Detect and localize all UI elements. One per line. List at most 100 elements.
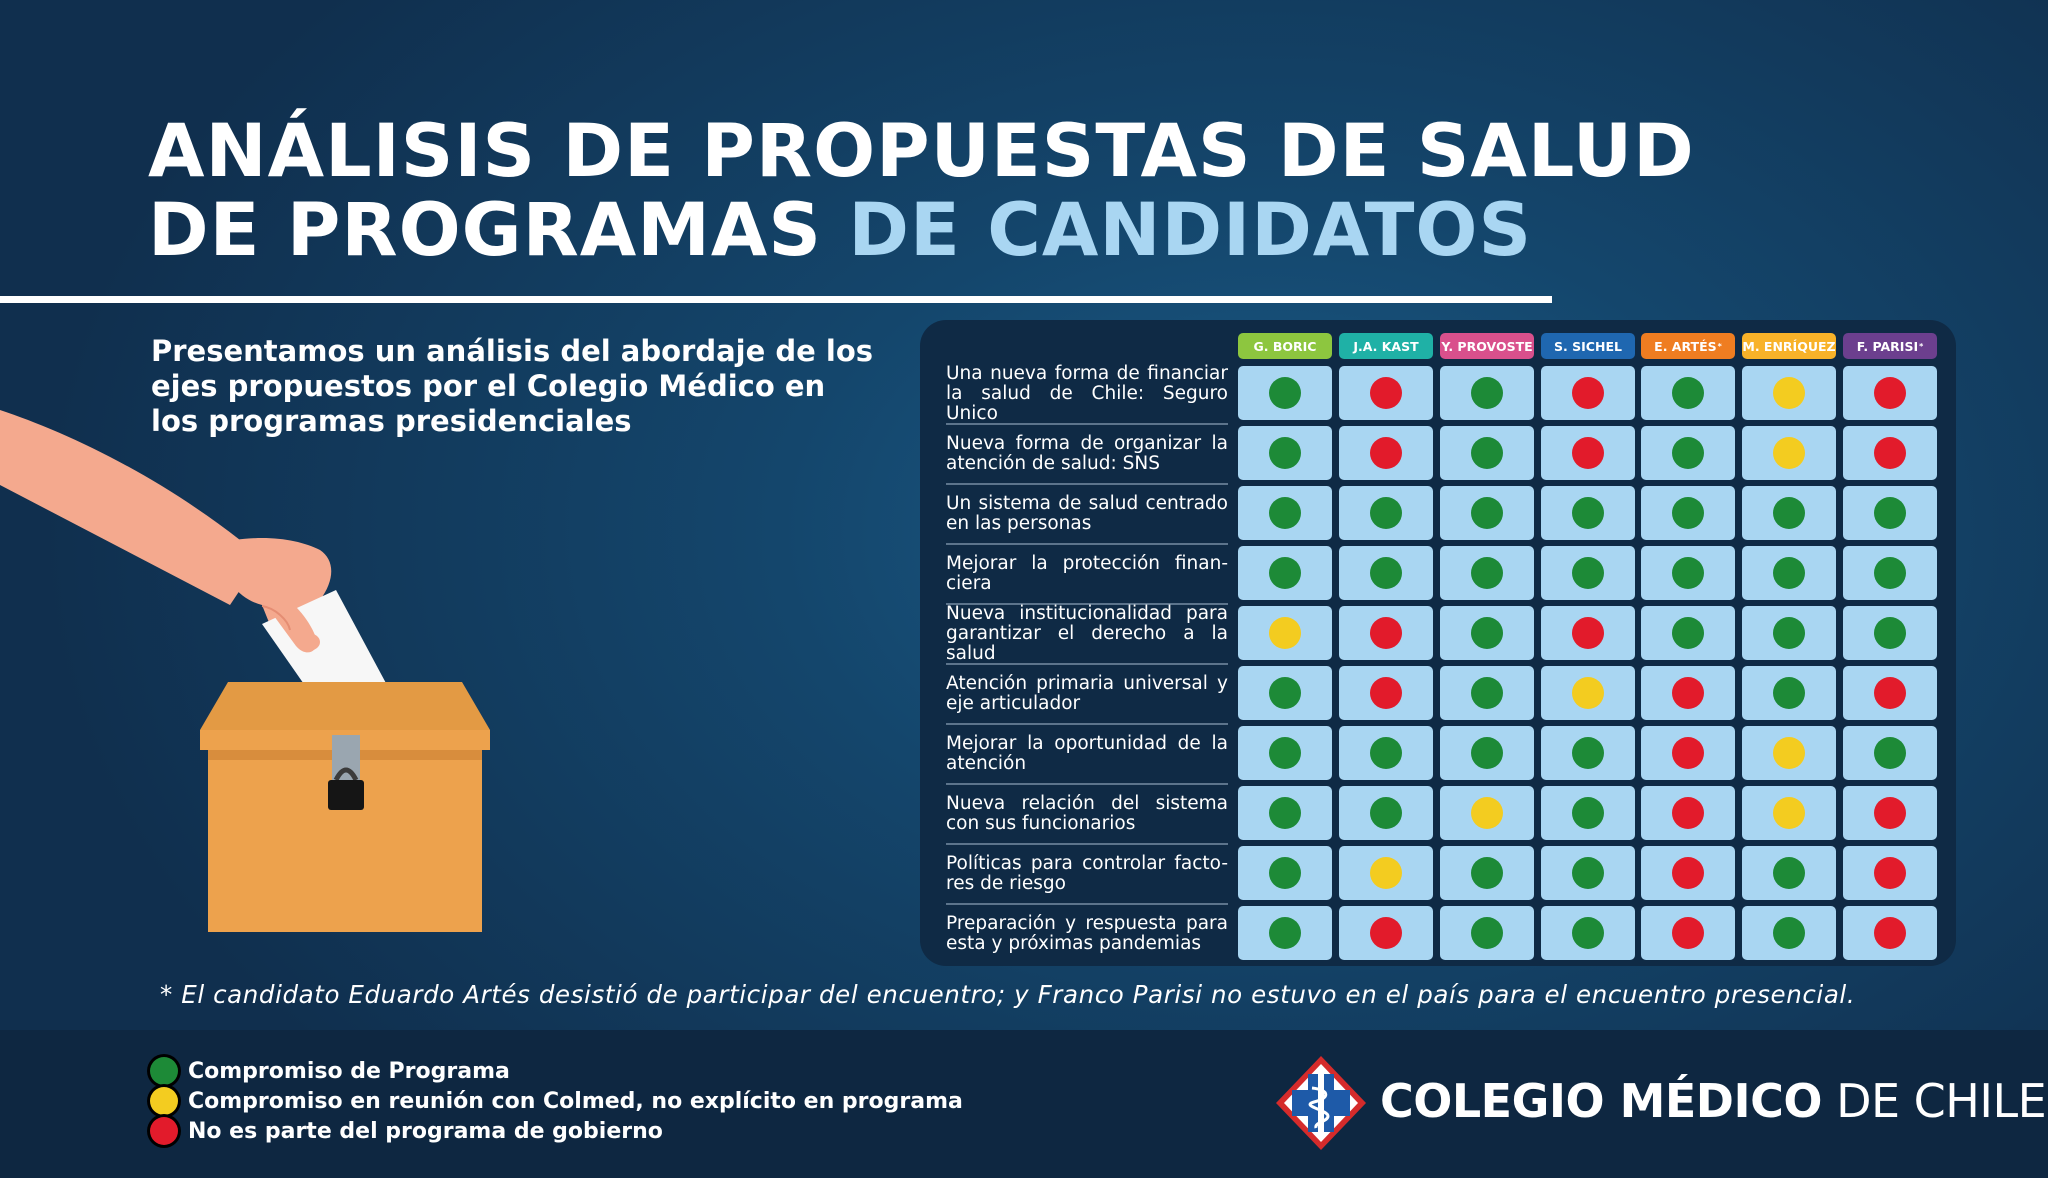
rating-cell: [1238, 786, 1332, 840]
rating-yellow-dot: [1370, 857, 1402, 889]
rating-cell: [1440, 486, 1534, 540]
rating-green-dot: [1471, 857, 1503, 889]
rating-cell: [1843, 726, 1937, 780]
rating-red-dot: [1672, 737, 1704, 769]
rating-green-dot: [1471, 497, 1503, 529]
rating-cell: [1440, 606, 1534, 660]
rating-red-dot: [1370, 437, 1402, 469]
rating-green-dot: [1471, 557, 1503, 589]
rating-red-dot: [1370, 917, 1402, 949]
rating-cell: [1641, 726, 1735, 780]
rating-red-dot: [1572, 377, 1604, 409]
rating-green-dot: [1874, 617, 1906, 649]
rating-green-dot: [1471, 737, 1503, 769]
rating-cell: [1843, 846, 1937, 900]
legend-yellow-dot: [150, 1087, 178, 1115]
rating-cell: [1641, 426, 1735, 480]
row-label-text: Preparación y respuesta para esta y próx…: [946, 913, 1228, 954]
organization-name: COLEGIO MÉDICO DE CHILE: [1380, 1074, 2047, 1128]
rating-green-dot: [1572, 797, 1604, 829]
rating-red-dot: [1874, 917, 1906, 949]
rating-green-dot: [1773, 617, 1805, 649]
rating-green-dot: [1773, 557, 1805, 589]
rating-green-dot: [1672, 377, 1704, 409]
rating-cell: [1641, 666, 1735, 720]
row-label-text: Mejorar la protección finan-ciera: [946, 553, 1228, 594]
legend-text: Compromiso de Programa: [188, 1058, 510, 1084]
org-name-light: DE CHILE: [1821, 1074, 2047, 1128]
rating-cell: [1238, 606, 1332, 660]
row-separator: [946, 543, 1228, 545]
rating-cell: [1641, 606, 1735, 660]
rating-cell: [1339, 846, 1433, 900]
intro-text: Presentamos un análisis del abordaje de …: [151, 334, 874, 438]
rating-red-dot: [1370, 377, 1402, 409]
title-line-2a: DE PROGRAMAS: [148, 188, 849, 273]
title-divider: [0, 296, 1552, 303]
rating-cell: [1238, 726, 1332, 780]
page-title: ANÁLISIS DE PROPUESTAS DE SALUD DE PROGR…: [148, 112, 1695, 270]
rating-cell: [1440, 906, 1534, 960]
rating-yellow-dot: [1773, 377, 1805, 409]
rating-green-dot: [1572, 917, 1604, 949]
rating-cell: [1742, 906, 1836, 960]
rating-cell: [1238, 486, 1332, 540]
rating-green-dot: [1572, 857, 1604, 889]
rating-green-dot: [1773, 917, 1805, 949]
rating-green-dot: [1874, 557, 1906, 589]
rating-cell: [1339, 366, 1433, 420]
legend-text: Compromiso en reunión con Colmed, no exp…: [188, 1088, 963, 1114]
row-label: Nueva forma de organizar la atención de …: [946, 426, 1228, 482]
legend-text: No es parte del programa de gobierno: [188, 1118, 663, 1144]
rating-green-dot: [1269, 677, 1301, 709]
rating-green-dot: [1370, 497, 1402, 529]
row-separator: [946, 783, 1228, 785]
rating-cell: [1742, 486, 1836, 540]
rating-green-dot: [1874, 737, 1906, 769]
rating-green-dot: [1672, 557, 1704, 589]
row-label: Atención primaria universal y eje articu…: [946, 666, 1228, 722]
rating-green-dot: [1370, 737, 1402, 769]
colegio-medico-logo-icon: [1276, 1056, 1366, 1150]
row-separator: [946, 423, 1228, 425]
rating-cell: [1843, 666, 1937, 720]
rating-cell: [1641, 366, 1735, 420]
rating-red-dot: [1572, 617, 1604, 649]
candidate-name: E. ARTÉS: [1654, 338, 1717, 354]
legend-green-dot: [150, 1057, 178, 1085]
rating-red-dot: [1370, 617, 1402, 649]
rating-green-dot: [1370, 797, 1402, 829]
row-label-text: Mejorar la oportunidad de la atención: [946, 733, 1228, 774]
rating-green-dot: [1672, 617, 1704, 649]
rating-green-dot: [1773, 677, 1805, 709]
rating-cell: [1541, 786, 1635, 840]
org-name-bold: COLEGIO MÉDICO: [1380, 1074, 1822, 1128]
row-label: Mejorar la protección finan-ciera: [946, 546, 1228, 602]
row-label: Preparación y respuesta para esta y próx…: [946, 906, 1228, 962]
rating-cell: [1843, 606, 1937, 660]
row-separator: [946, 603, 1228, 605]
rating-cell: [1742, 366, 1836, 420]
rating-red-dot: [1572, 437, 1604, 469]
rating-cell: [1641, 546, 1735, 600]
rating-green-dot: [1370, 557, 1402, 589]
rating-green-dot: [1572, 497, 1604, 529]
rating-cell: [1440, 846, 1534, 900]
rating-red-dot: [1672, 677, 1704, 709]
footer-bar: [0, 1030, 2048, 1178]
rating-cell: [1843, 366, 1937, 420]
row-label-text: Una nueva forma de financiar la salud de…: [946, 363, 1228, 424]
rating-cell: [1843, 426, 1937, 480]
candidate-header: F. PARISI *: [1843, 333, 1937, 359]
row-label: Políticas para controlar facto-res de ri…: [946, 846, 1228, 902]
rating-cell: [1440, 366, 1534, 420]
rating-cell: [1339, 546, 1433, 600]
row-separator: [946, 663, 1228, 665]
row-label-text: Un sistema de salud centrado en las pers…: [946, 493, 1228, 534]
rating-green-dot: [1269, 377, 1301, 409]
rating-cell: [1440, 786, 1534, 840]
footnote: * El candidato Eduardo Artés desistió de…: [160, 980, 1856, 1009]
candidate-header: E. ARTÉS *: [1641, 333, 1735, 359]
rating-cell: [1742, 546, 1836, 600]
candidate-header: J.A. KAST: [1339, 333, 1433, 359]
